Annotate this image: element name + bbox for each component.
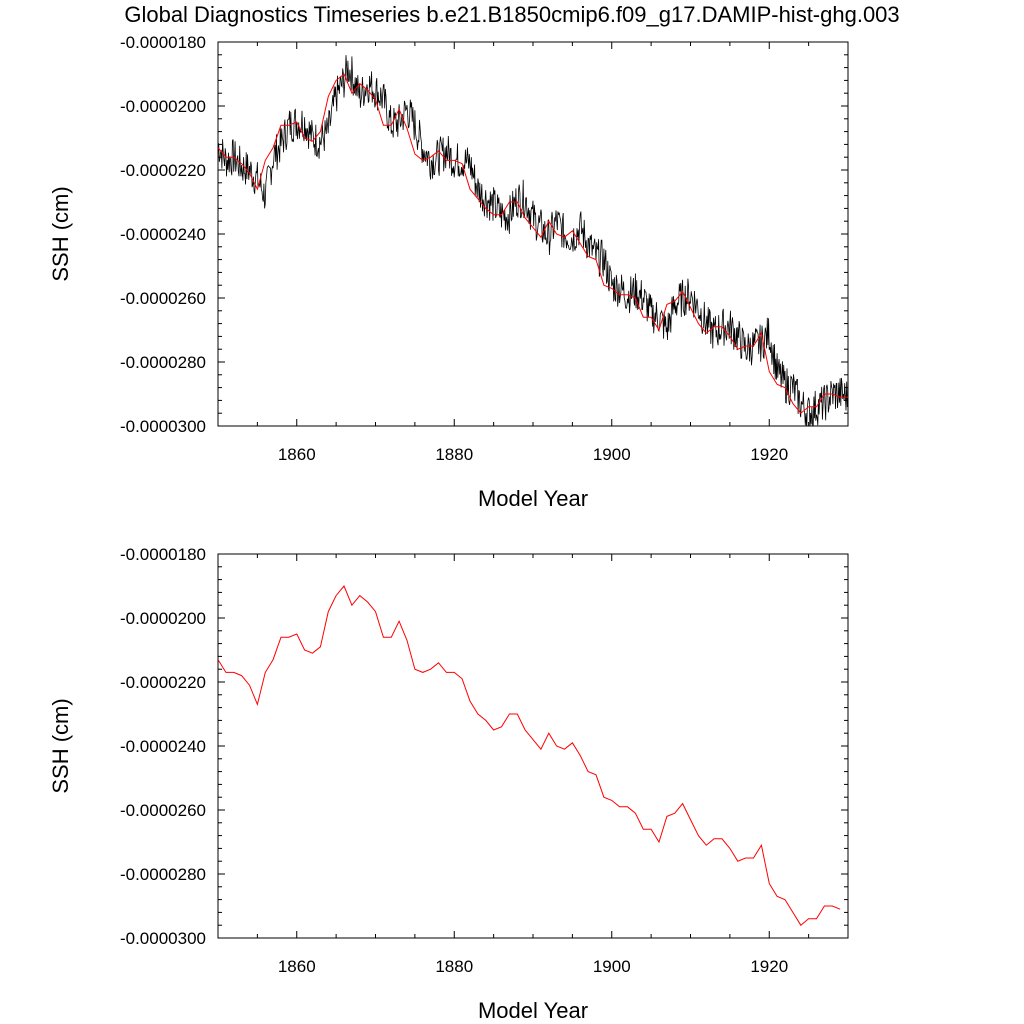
y-tick-label: -0.0000260: [120, 801, 206, 820]
annual-series-line: [218, 73, 848, 414]
y-axis-label: SSH (cm): [48, 186, 73, 281]
y-tick-label: -0.0000280: [120, 865, 206, 884]
x-tick-label: 1900: [593, 957, 631, 976]
page-title: Global Diagnostics Timeseries b.e21.B185…: [124, 2, 900, 27]
x-tick-label: 1900: [593, 445, 631, 464]
y-tick-label: -0.0000300: [120, 929, 206, 948]
x-tick-label: 1860: [278, 445, 316, 464]
y-tick-label: -0.0000180: [120, 33, 206, 52]
y-axis-label: SSH (cm): [48, 698, 73, 793]
x-tick-label: 1920: [750, 445, 788, 464]
y-tick-label: -0.0000300: [120, 417, 206, 436]
y-tick-label: -0.0000200: [120, 97, 206, 116]
x-tick-label: 1880: [435, 445, 473, 464]
top-chart: 1860 1880 1900 1920 -0.0000300 -0.0000280 -0.0…: [48, 33, 849, 511]
annual-series-line: [218, 585, 841, 926]
x-tick-label: 1860: [278, 957, 316, 976]
y-tick-label: -0.0000240: [120, 225, 206, 244]
y-tick-label: -0.0000220: [120, 161, 206, 180]
series-layer: [218, 585, 841, 926]
plot-frame: [217, 553, 849, 939]
monthly-series-line: [218, 55, 848, 426]
x-axis-label: Model Year: [478, 998, 588, 1023]
y-tick-label: -0.0000260: [120, 289, 206, 308]
x-tick-label: 1880: [435, 957, 473, 976]
x-tick-label: 1920: [750, 957, 788, 976]
y-tick-label: -0.0000240: [120, 737, 206, 756]
y-tick-label: -0.0000200: [120, 609, 206, 628]
bottom-chart: 1860 1880 1900 1920 -0.0000300 -0.0000280 -0.0…: [48, 545, 849, 1023]
plot-frame: [217, 41, 849, 427]
series-layer: [218, 55, 848, 426]
x-axis-label: Model Year: [478, 486, 588, 511]
y-tick-label: -0.0000180: [120, 545, 206, 564]
y-tick-label: -0.0000220: [120, 673, 206, 692]
y-tick-label: -0.0000280: [120, 353, 206, 372]
